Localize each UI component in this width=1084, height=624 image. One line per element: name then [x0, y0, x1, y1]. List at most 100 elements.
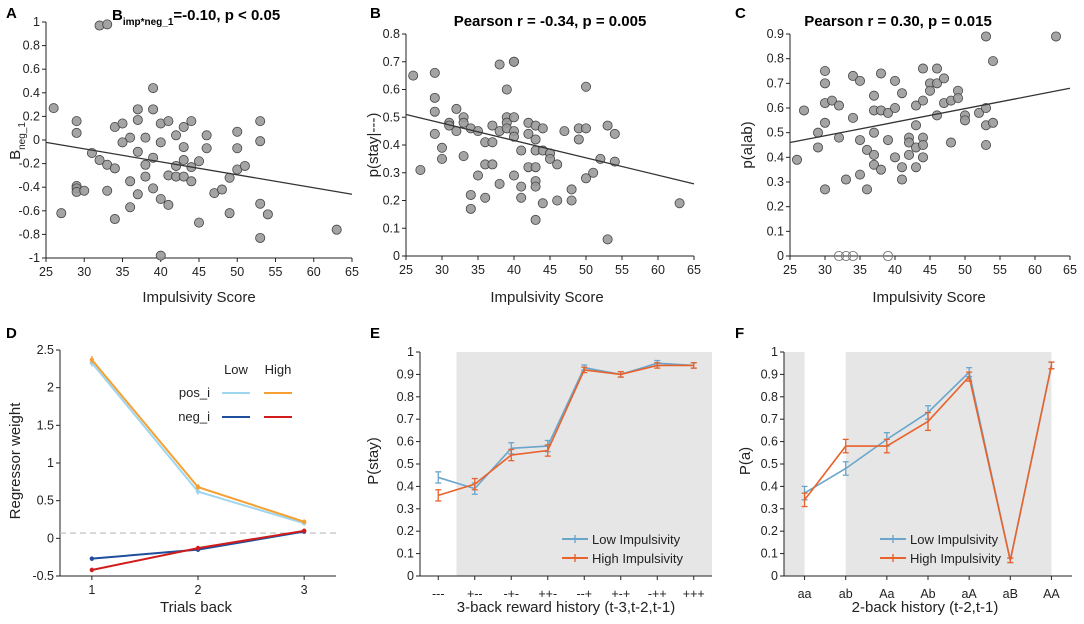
- data-point: [932, 110, 943, 121]
- data-point: [988, 56, 999, 67]
- data-point: [89, 357, 95, 362]
- data-point: [799, 105, 810, 116]
- data-point: [125, 132, 136, 143]
- y-tick-label: -1: [29, 251, 40, 265]
- data-point: [841, 174, 852, 185]
- panel-d-legend: Low High pos_i neg_i: [178, 362, 292, 424]
- x-tick-label: -++: [648, 587, 667, 601]
- y-tick-label: 0.1: [397, 547, 414, 561]
- data-point: [516, 181, 527, 192]
- y-tick-label: 1: [771, 345, 778, 359]
- x-tick-label: 60: [651, 263, 665, 277]
- data-point: [140, 159, 151, 170]
- data-point-hollow: [882, 250, 894, 262]
- data-point: [255, 116, 266, 127]
- data-point: [201, 143, 212, 154]
- y-tick-label: 0: [407, 569, 414, 583]
- panel-f-plot-area: 0 0.1 0.2 0.3 0.4 0.5 0.6 0.7 0.8 0.9 1 aa ab Aa Ab aA a…: [761, 345, 1072, 601]
- data-point: [178, 122, 189, 133]
- x-tick-label: 50: [230, 265, 244, 279]
- data-point: [487, 159, 498, 170]
- series-line: [438, 364, 694, 497]
- y-tick-label: 0: [771, 569, 778, 583]
- data-point: [939, 73, 950, 84]
- data-point: [890, 75, 901, 86]
- data-point: [94, 155, 105, 166]
- data-point-hollow: [847, 250, 859, 262]
- x-tick-label: +--: [467, 587, 483, 601]
- y-tick-label: 0.8: [383, 27, 400, 41]
- panel-a-title-subscript: imp*neg_1: [123, 17, 174, 28]
- data-point: [552, 195, 563, 206]
- data-point: [132, 114, 143, 125]
- x-tick-label: 45: [923, 263, 937, 277]
- data-point: [171, 130, 182, 141]
- data-point: [581, 123, 592, 134]
- y-tick-label: 0.7: [397, 412, 414, 426]
- data-point: [904, 149, 915, 160]
- x-tick-label: 60: [307, 265, 321, 279]
- data-point: [559, 126, 570, 137]
- data-point: [897, 88, 908, 99]
- data-point: [566, 195, 577, 206]
- panel-b-ylabel: p(stay|---): [365, 113, 382, 178]
- panel-label-f: F: [735, 325, 744, 342]
- y-tick-label: 0.5: [761, 457, 778, 471]
- y-tick-label: 0: [47, 531, 54, 545]
- data-point: [855, 169, 866, 180]
- data-point: [855, 75, 866, 86]
- data-point: [834, 100, 845, 111]
- data-point: [820, 66, 831, 77]
- data-point: [869, 90, 880, 101]
- data-point: [255, 198, 266, 209]
- legend-high-label: High Impulsivity: [910, 551, 1002, 566]
- x-tick-label: 40: [507, 263, 521, 277]
- data-point: [178, 171, 189, 182]
- x-tick-label: 35: [471, 263, 485, 277]
- data-point: [255, 136, 266, 147]
- x-tick-label: Ab: [920, 587, 935, 601]
- data-point: [530, 214, 541, 225]
- data-point: [516, 192, 527, 203]
- data-point: [820, 117, 831, 128]
- x-tick-label: 30: [818, 263, 832, 277]
- y-tick-label: 0.1: [383, 221, 400, 235]
- data-point: [195, 484, 201, 490]
- panel-label-d: D: [6, 325, 17, 342]
- data-point: [581, 173, 592, 184]
- data-point: [792, 154, 803, 165]
- regression-line: [405, 113, 695, 185]
- data-point: [508, 56, 519, 67]
- data-point: [480, 192, 491, 203]
- y-tick-label: 0.4: [23, 86, 40, 100]
- y-tick-label: 0.6: [767, 101, 784, 115]
- data-point: [48, 103, 59, 114]
- data-point-hollow: [840, 250, 852, 262]
- x-tick-label: 25: [399, 263, 413, 277]
- y-tick-label: 0: [777, 249, 784, 263]
- data-point: [925, 85, 936, 96]
- data-point: [897, 162, 908, 173]
- panel-e-ylabel: P(stay): [365, 437, 382, 485]
- data-point: [89, 567, 95, 573]
- data-point: [117, 118, 128, 129]
- x-tick-label: 40: [154, 265, 168, 279]
- data-point: [301, 528, 307, 533]
- y-tick-label: 0: [393, 249, 400, 263]
- y-tick-label: -0.6: [18, 204, 40, 218]
- panel-a-plot-area: -1 -0.8 -0.6 -0.4 -0.2 0 0.2 0.4 0.6 0.8 1 25 30 35 40…: [18, 15, 359, 279]
- data-point: [195, 489, 201, 494]
- data-point: [501, 84, 512, 95]
- data-point: [862, 144, 873, 155]
- data-point: [232, 126, 243, 137]
- data-point: [487, 137, 498, 148]
- y-tick-label: 0.7: [767, 76, 784, 90]
- data-point: [465, 203, 476, 214]
- panel-d-xlabel: Trials back: [160, 599, 232, 616]
- data-point: [436, 142, 447, 153]
- data-point: [458, 151, 469, 162]
- y-tick-label: 0.8: [761, 390, 778, 404]
- x-tick-label: 3: [301, 583, 308, 597]
- x-tick-label: 50: [958, 263, 972, 277]
- y-tick-label: 0.9: [761, 367, 778, 381]
